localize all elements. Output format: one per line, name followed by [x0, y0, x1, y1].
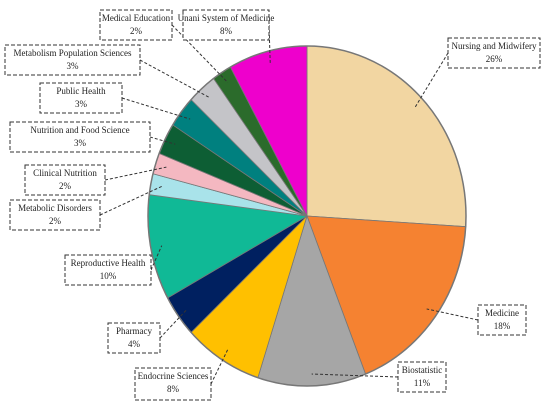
- label-box: [182, 9, 270, 41]
- label-box: [99, 9, 173, 41]
- label-box: [39, 82, 123, 114]
- slice-label: Medicine: [485, 308, 519, 318]
- slice-label: Medical Education: [102, 13, 171, 23]
- label-box: [24, 164, 106, 196]
- slice-label: Reproductive Health: [71, 258, 146, 268]
- slice-value-label: 2%: [49, 216, 62, 226]
- pie-slice: [306, 45, 467, 228]
- slice-value-label: 8%: [220, 26, 233, 36]
- slice-label: Clinical Nutrition: [33, 168, 97, 178]
- slice-label: Metabolism Population Sciences: [14, 48, 132, 58]
- slice-label: Unani System of Medicine: [178, 13, 275, 23]
- leader-line: [268, 24, 271, 63]
- slice-label: Nutrition and Food Science: [30, 125, 129, 135]
- leader-line: [210, 349, 229, 385]
- leader-line: [104, 166, 167, 181]
- slice-value-label: 2%: [130, 26, 143, 36]
- slice-label: Endocrine Sciences: [138, 371, 209, 381]
- slice-label: Pharmacy: [116, 326, 152, 336]
- leader-line: [150, 245, 163, 271]
- label-box: [4, 44, 141, 76]
- leader-line: [171, 24, 229, 83]
- slice-label: Metabolic Disorders: [18, 203, 92, 213]
- label-box: [447, 37, 541, 69]
- slice-value-label: 3%: [75, 99, 88, 109]
- pie-outline: [147, 45, 467, 387]
- slice-value-label: 11%: [414, 378, 431, 388]
- label-box: [107, 322, 161, 354]
- slice-value-label: 26%: [486, 54, 503, 64]
- leader-line: [426, 308, 479, 321]
- slice-value-label: 3%: [67, 61, 80, 71]
- slice-label: Nursing and Midwifery: [452, 41, 537, 51]
- slice-value-label: 2%: [59, 181, 72, 191]
- leader-line: [414, 52, 449, 109]
- leader-line: [311, 373, 399, 378]
- leader-line: [99, 185, 162, 216]
- slice-label: Biostatistic: [402, 365, 443, 375]
- slice-value-label: 10%: [100, 271, 117, 281]
- label-box: [64, 254, 152, 286]
- label-box: [477, 304, 527, 336]
- label-box: [397, 361, 447, 393]
- label-box: [9, 121, 151, 153]
- slice-value-label: 4%: [128, 339, 141, 349]
- slice-value-label: 18%: [494, 321, 511, 331]
- leader-line: [139, 59, 210, 98]
- slice-value-label: 3%: [74, 138, 87, 148]
- slice-value-label: 8%: [167, 384, 180, 394]
- leader-line: [159, 308, 188, 339]
- label-box: [134, 367, 212, 401]
- label-box: [9, 199, 101, 231]
- leader-line: [121, 97, 191, 120]
- slice-label: Public Health: [56, 86, 106, 96]
- leader-line: [149, 136, 176, 145]
